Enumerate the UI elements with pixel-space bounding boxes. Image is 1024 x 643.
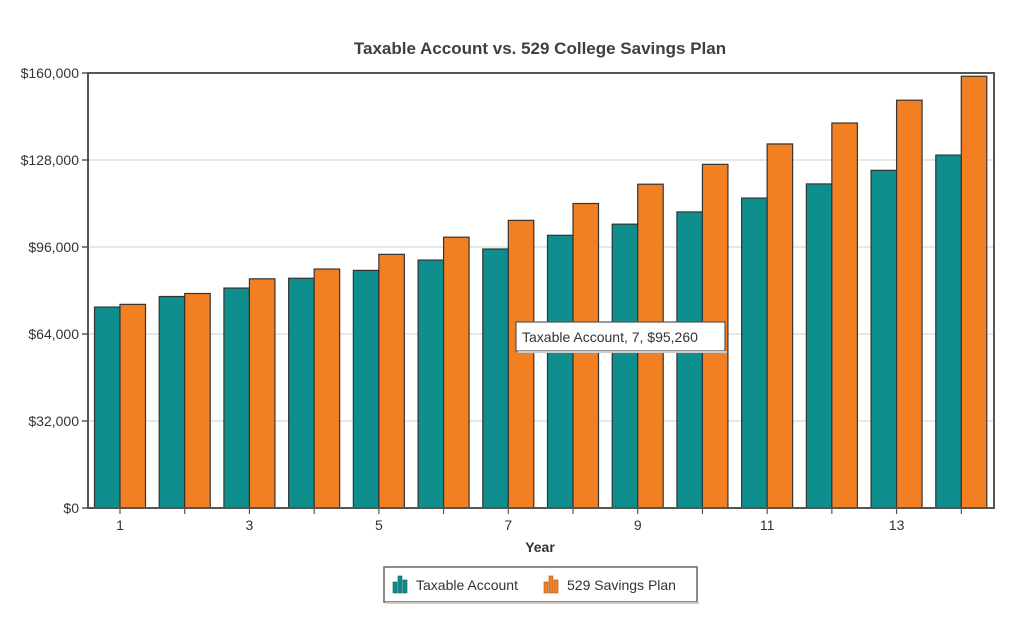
- legend-item-529-savings-plan[interactable]: 529 Savings Plan: [543, 575, 676, 594]
- legend-item-taxable-account[interactable]: Taxable Account: [392, 575, 518, 594]
- bar-taxable-account-year-14[interactable]: [935, 154, 962, 509]
- x-axis-ticks: 1 3 5 7 9 11 13: [116, 508, 962, 533]
- bar-taxable-account-year-8[interactable]: [546, 234, 574, 509]
- y-axis-ticks: $0 $32,000 $64,000 $96,000 $128,000 $160,000: [21, 65, 88, 516]
- bar-taxable-account-year-6[interactable]: [417, 259, 445, 509]
- bar-529-savings-plan-year-2[interactable]: [184, 292, 211, 509]
- x-axis-label: Year: [525, 539, 555, 555]
- y-tick-label: $160,000: [21, 65, 80, 81]
- bar-529-savings-plan-year-8[interactable]: [572, 202, 600, 509]
- x-tick-label: 7: [504, 517, 512, 533]
- legend-box: [383, 566, 698, 603]
- bar-chart-icon: [543, 575, 559, 594]
- tooltip-shadow: [518, 351, 727, 353]
- legend-label-taxable-account: Taxable Account: [416, 577, 518, 593]
- y-tick-label: $96,000: [28, 239, 79, 255]
- bar-taxable-account-year-4[interactable]: [288, 277, 315, 509]
- bar-529-savings-plan-year-13[interactable]: [895, 99, 923, 509]
- bar-taxable-account-year-1[interactable]: [93, 306, 121, 509]
- bar-529-savings-plan-year-6[interactable]: [442, 236, 470, 509]
- x-tick-label: 5: [375, 517, 383, 533]
- bar-chart-icon: [392, 575, 408, 594]
- bar-taxable-account-year-9[interactable]: [611, 223, 639, 509]
- bar-taxable-account-year-11[interactable]: [741, 197, 768, 509]
- bar-taxable-account-year-5[interactable]: [352, 269, 380, 509]
- bar-taxable-account-year-12[interactable]: [805, 183, 833, 509]
- legend-label-529-savings-plan: 529 Savings Plan: [567, 577, 676, 593]
- bar-529-savings-plan-year-14[interactable]: [960, 75, 988, 509]
- bar-taxable-account-year-7[interactable]: [482, 248, 509, 509]
- y-tick-label: $0: [63, 500, 79, 516]
- bar-529-savings-plan-year-7[interactable]: [507, 219, 535, 509]
- x-tick-label: 11: [760, 517, 775, 533]
- bar-taxable-account-year-10[interactable]: [676, 211, 704, 509]
- tooltip-box: [515, 321, 726, 352]
- x-tick-label: 3: [246, 517, 254, 533]
- legend: Taxable Account 529 Savings Plan: [383, 566, 699, 604]
- bar-529-savings-plan-year-4[interactable]: [313, 268, 341, 509]
- x-tick-label: 1: [116, 517, 124, 533]
- bar-529-savings-plan-year-5[interactable]: [378, 253, 405, 509]
- bar-taxable-account-year-13[interactable]: [870, 169, 898, 509]
- x-tick-label: 13: [889, 517, 905, 533]
- bar-taxable-account-year-2[interactable]: [158, 295, 186, 509]
- y-tick-label: $128,000: [21, 152, 80, 168]
- data-tooltip: Taxable Account, 7, $95,260: [515, 321, 727, 353]
- y-tick-label: $64,000: [28, 326, 79, 342]
- bar-529-savings-plan-year-1[interactable]: [119, 303, 147, 509]
- bars: [93, 75, 988, 509]
- bar-taxable-account-year-3[interactable]: [223, 287, 251, 509]
- x-tick-label: 9: [634, 517, 642, 533]
- legend-shadow: [386, 602, 699, 604]
- plot-area-frame: [87, 72, 995, 509]
- bar-529-savings-plan-year-12[interactable]: [831, 122, 858, 509]
- y-tick-label: $32,000: [28, 413, 79, 429]
- chart-title: Taxable Account vs. 529 College Savings …: [354, 39, 726, 58]
- bar-529-savings-plan-year-11[interactable]: [766, 143, 794, 509]
- bar-529-savings-plan-year-3[interactable]: [248, 278, 276, 509]
- tooltip-text: Taxable Account, 7, $95,260: [522, 329, 698, 345]
